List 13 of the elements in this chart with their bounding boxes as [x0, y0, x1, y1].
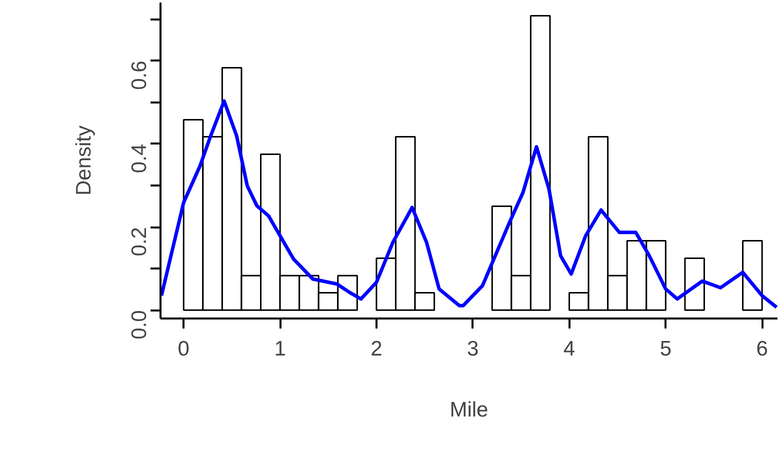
x-axis-title: Mile — [450, 398, 488, 422]
x-tick-label: 1 — [274, 338, 286, 360]
x-tick-label: 6 — [756, 338, 768, 360]
y-tick-label: 0.0 — [128, 310, 151, 340]
x-tick-label: 5 — [660, 338, 672, 360]
x-tick-label: 0 — [178, 338, 190, 360]
y-tick-label: 0.2 — [128, 227, 151, 256]
y-tick-label: 0.4 — [128, 144, 151, 174]
x-tick-label: 2 — [370, 338, 382, 360]
y-tick-label: 0.6 — [128, 60, 151, 90]
x-tick-label: 4 — [563, 338, 576, 360]
x-tick-label: 3 — [467, 338, 479, 360]
y-axis-title: Density — [72, 124, 96, 196]
